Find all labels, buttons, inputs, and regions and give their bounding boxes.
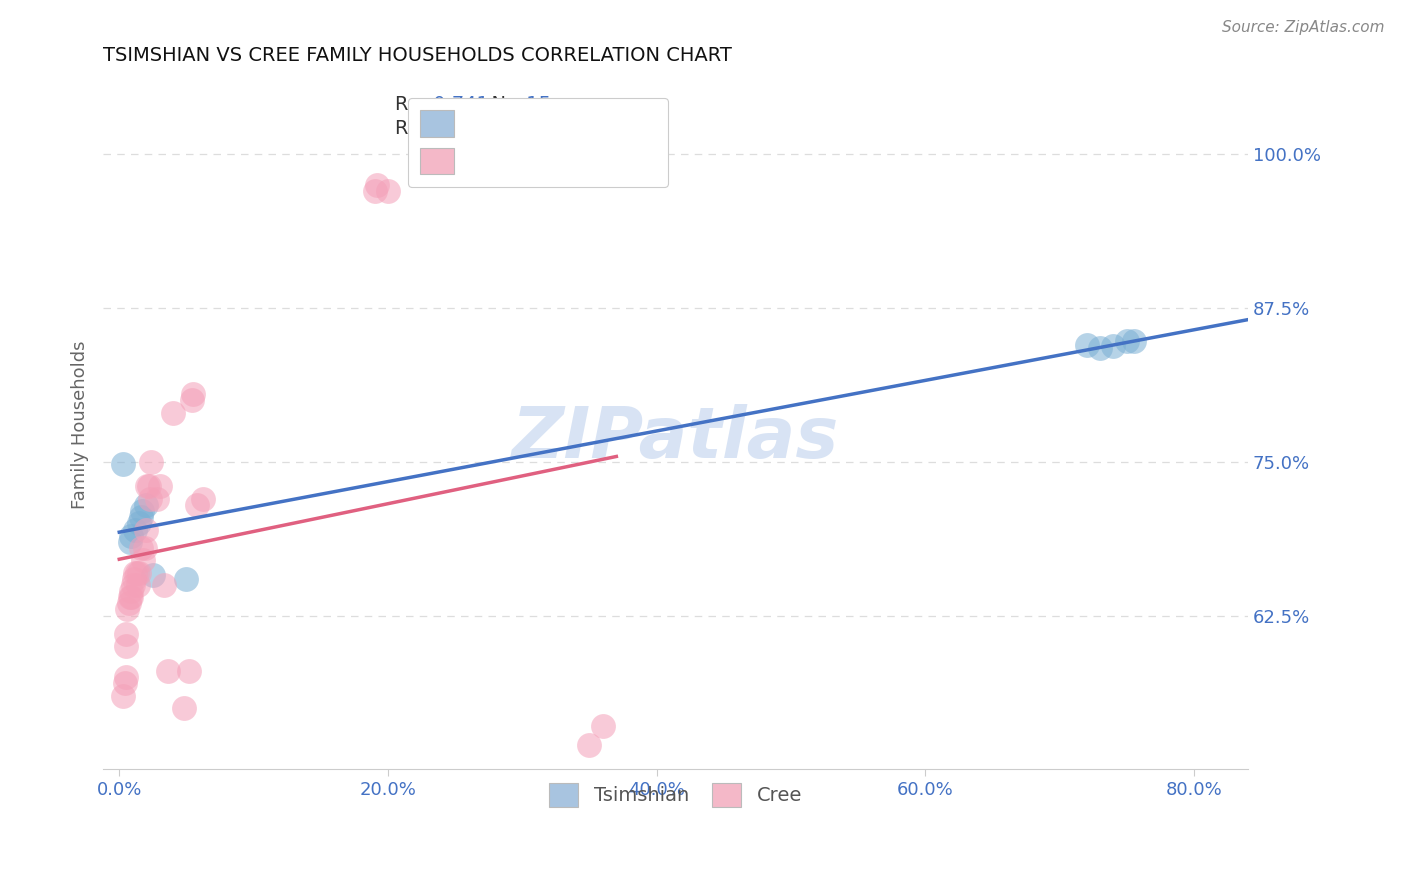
Text: 40: 40: [520, 120, 551, 138]
Text: 0.741: 0.741: [427, 95, 489, 114]
Point: [131, 504, 153, 518]
Point: [146, 491, 169, 506]
Point: [186, 498, 208, 512]
Point: [181, 387, 204, 401]
Point: [148, 479, 170, 493]
Point: [138, 479, 160, 493]
Point: [1122, 334, 1144, 349]
Point: [120, 590, 142, 604]
Point: [132, 553, 155, 567]
Text: Source: ZipAtlas.com: Source: ZipAtlas.com: [1222, 20, 1385, 35]
Point: [152, 578, 174, 592]
Point: [125, 566, 148, 580]
Point: [142, 568, 165, 582]
Point: [121, 578, 143, 592]
Point: [578, 738, 600, 752]
Point: [118, 534, 141, 549]
Point: [127, 578, 149, 592]
Point: [112, 689, 135, 703]
Point: [139, 491, 162, 506]
Text: R =: R =: [395, 95, 437, 114]
Text: N =: N =: [478, 95, 534, 114]
Text: TSIMSHIAN VS CREE FAMILY HOUSEHOLDS CORRELATION CHART: TSIMSHIAN VS CREE FAMILY HOUSEHOLDS CORR…: [103, 46, 733, 65]
Point: [191, 491, 214, 506]
Point: [122, 572, 145, 586]
Point: [118, 596, 141, 610]
Text: 15: 15: [520, 95, 551, 114]
Point: [1116, 334, 1139, 349]
Text: ZIPatlas: ZIPatlas: [512, 404, 839, 474]
Point: [141, 455, 163, 469]
Point: [1088, 341, 1111, 355]
Point: [162, 406, 184, 420]
Point: [180, 393, 202, 408]
Point: [363, 185, 385, 199]
Point: [134, 541, 156, 555]
Point: [135, 523, 157, 537]
Point: [179, 664, 201, 678]
Y-axis label: Family Households: Family Households: [72, 341, 89, 509]
Point: [366, 178, 388, 193]
Point: [136, 479, 159, 493]
Point: [156, 664, 179, 678]
Point: [112, 458, 135, 472]
Point: [377, 185, 399, 199]
Point: [124, 566, 146, 580]
Point: [124, 523, 146, 537]
Text: N =: N =: [478, 120, 534, 138]
Text: 0.647: 0.647: [427, 120, 489, 138]
Text: R =: R =: [395, 120, 437, 138]
Legend: Tsimshian, Cree: Tsimshian, Cree: [541, 775, 810, 814]
Point: [129, 541, 152, 555]
Point: [115, 670, 138, 684]
Point: [135, 498, 157, 512]
Point: [173, 701, 195, 715]
Point: [115, 640, 138, 654]
Point: [1076, 338, 1098, 352]
Point: [118, 590, 141, 604]
Point: [120, 584, 142, 599]
Point: [176, 572, 198, 586]
Point: [1102, 339, 1125, 353]
Point: [114, 676, 136, 690]
Point: [128, 516, 150, 531]
Point: [117, 602, 139, 616]
Point: [128, 566, 150, 580]
Point: [115, 627, 138, 641]
Point: [129, 510, 152, 524]
Point: [592, 719, 614, 733]
Point: [120, 529, 142, 543]
